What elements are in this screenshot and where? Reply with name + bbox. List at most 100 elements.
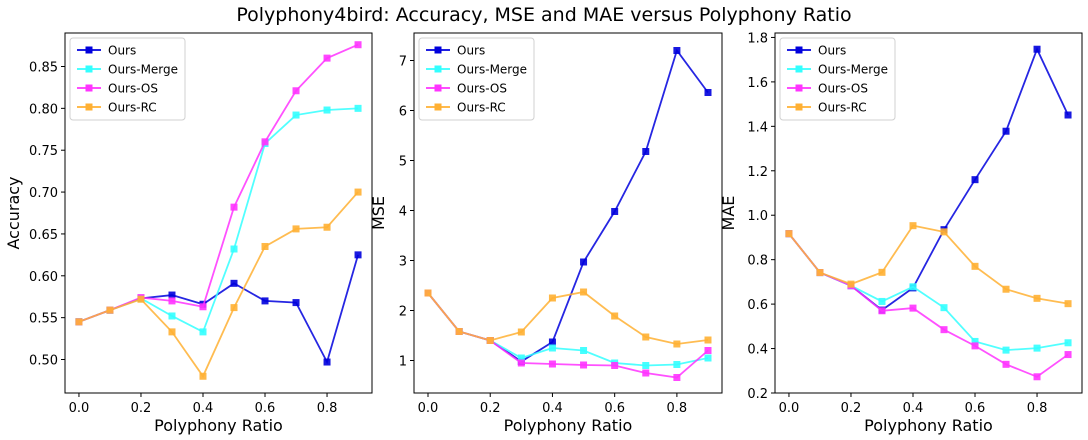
data-point: [261, 138, 269, 146]
data-point: [517, 328, 525, 336]
data-point: [230, 304, 238, 312]
data-point: [673, 47, 681, 54]
data-point: [1033, 373, 1041, 381]
series-line: [788, 233, 1069, 378]
data-point: [424, 289, 432, 297]
x-tick-label: 0.8: [667, 401, 688, 416]
data-point: [909, 283, 917, 291]
legend-marker: [795, 103, 803, 111]
data-point: [580, 361, 588, 369]
y-tick-label: 0.70: [29, 186, 58, 201]
data-point: [548, 338, 556, 346]
data-point: [1033, 294, 1041, 302]
data-point: [168, 312, 176, 320]
y-tick-label: 0.75: [29, 144, 58, 159]
y-tick-label: 0.55: [29, 312, 58, 327]
y-tick-label: 0.8: [747, 254, 768, 269]
x-tick-label: 0.8: [1027, 401, 1048, 416]
data-point: [878, 268, 886, 276]
data-point: [971, 337, 979, 345]
data-point: [611, 312, 619, 320]
x-axis-label: Polyphony Ratio: [864, 416, 993, 435]
data-point: [354, 104, 362, 112]
data-point: [137, 295, 145, 303]
data-point: [704, 347, 712, 354]
y-tick-label: 1.8: [747, 31, 768, 46]
data-point: [354, 188, 362, 196]
data-point: [611, 208, 619, 215]
data-point: [292, 299, 300, 307]
data-point: [816, 269, 824, 277]
figure-title: Polyphony4bird: Accuracy, MSE and MAE ve…: [236, 4, 852, 26]
legend-marker: [795, 46, 803, 54]
y-axis-label: MSE: [369, 196, 388, 230]
data-point: [323, 358, 331, 366]
legend-label: Ours: [818, 44, 846, 58]
data-point: [548, 294, 556, 302]
legend-marker: [434, 103, 442, 111]
data-point: [168, 297, 176, 305]
data-point: [878, 297, 886, 305]
series-ours-rc: [424, 288, 712, 348]
data-point: [642, 369, 650, 377]
y-tick-label: 1.2: [747, 165, 768, 180]
x-tick-label: 0.0: [779, 401, 800, 416]
y-tick-label: 4: [399, 205, 407, 220]
x-tick-label: 0.6: [255, 401, 276, 416]
x-tick-label: 0.2: [131, 401, 152, 416]
data-point: [106, 306, 114, 314]
legend-label: Ours-Merge: [108, 63, 178, 77]
data-point: [517, 359, 525, 367]
legend-label: Ours-OS: [108, 82, 158, 96]
data-point: [292, 111, 300, 119]
legend-label: Ours-OS: [457, 82, 507, 96]
series-line: [78, 107, 359, 334]
y-tick-label: 0.2: [747, 387, 768, 402]
x-tick-label: 0.8: [317, 401, 338, 416]
legend-label: Ours-RC: [457, 101, 506, 115]
data-point: [486, 337, 494, 344]
legend: Ours Ours-Merge Ours-OS Ours-RC: [779, 37, 896, 121]
data-point: [940, 304, 948, 312]
x-tick-label: 0.0: [69, 401, 90, 416]
data-point: [1002, 285, 1010, 293]
data-point: [704, 336, 712, 344]
legend-box: [69, 37, 186, 121]
legend: Ours Ours-Merge Ours-OS Ours-RC: [69, 37, 186, 121]
legend-marker: [434, 84, 442, 92]
data-point: [1064, 300, 1072, 308]
y-tick-label: 3: [399, 255, 407, 270]
data-point: [1002, 360, 1010, 368]
data-point: [75, 318, 83, 326]
data-point: [230, 203, 238, 211]
x-tick-label: 0.4: [542, 401, 563, 416]
data-point: [199, 328, 207, 336]
data-point: [548, 360, 556, 368]
data-point: [940, 228, 948, 236]
y-tick-label: 2: [399, 305, 407, 320]
data-point: [1064, 351, 1072, 359]
legend-marker: [85, 84, 93, 92]
legend-label: Ours: [457, 44, 485, 58]
legend-marker: [85, 65, 93, 73]
data-point: [909, 222, 917, 230]
series-line: [788, 224, 1069, 305]
y-tick-label: 0.60: [29, 270, 58, 285]
y-axis-label: MAE: [719, 196, 738, 231]
data-point: [704, 89, 712, 96]
plot-frame: [774, 32, 1083, 394]
plot-frame: [64, 32, 373, 394]
y-tick-label: 1: [399, 355, 407, 370]
legend-label: Ours: [108, 44, 136, 58]
data-point: [580, 258, 588, 266]
data-point: [323, 223, 331, 231]
data-point: [940, 326, 948, 334]
data-point: [673, 340, 681, 348]
data-point: [168, 328, 176, 336]
x-tick-label: 0.2: [841, 401, 862, 416]
data-point: [1064, 339, 1072, 347]
legend-label: Ours-OS: [818, 82, 868, 96]
y-tick-label: 1.4: [747, 120, 768, 135]
y-tick-label: 0.50: [29, 354, 58, 369]
legend-label: Ours-RC: [108, 101, 157, 115]
